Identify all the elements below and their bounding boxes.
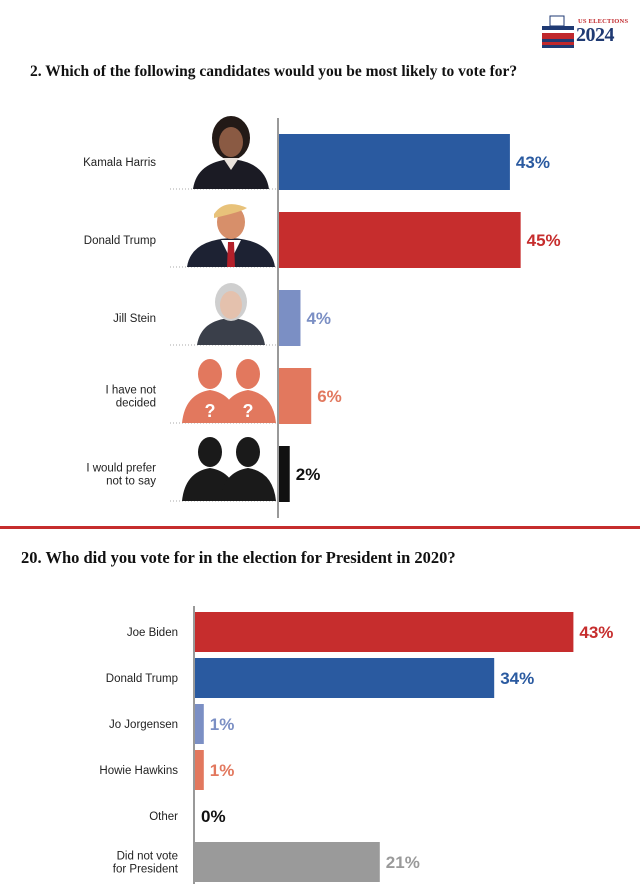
- bar-donald-trump: [195, 658, 495, 698]
- question-mark-glyph: ?: [243, 401, 254, 421]
- category-label-jo-jorgensen: Jo Jorgensen: [109, 719, 178, 731]
- bar-jill-stein: [279, 290, 301, 346]
- bar-joe-biden: [195, 612, 574, 652]
- category-label-i-have-not-decided: I have not: [105, 385, 156, 397]
- value-label-jill-stein: 4%: [306, 309, 331, 328]
- value-label-donald-trump: 34%: [500, 669, 534, 688]
- logo-caption: US ELECTIONS: [578, 18, 629, 25]
- prefer-not-silhouette-icon: [182, 437, 276, 501]
- category-label-jill-stein: Jill Stein: [113, 313, 156, 325]
- kamala-harris-photo: [193, 116, 269, 189]
- category-label-i-have-not-decided: decided: [116, 398, 156, 410]
- bar-donald-trump: [279, 212, 521, 268]
- category-label-i-would-prefer-not-to-say: I would prefer: [86, 463, 156, 475]
- category-label-other: Other: [149, 811, 178, 823]
- value-label-other: 0%: [201, 807, 226, 826]
- bar-howie-hawkins: [195, 750, 204, 790]
- bar-i-have-not-decided: [279, 368, 312, 424]
- bar-did-not-vote-for-president: [195, 842, 380, 882]
- bar-i-would-prefer-not-to-say: [279, 446, 290, 502]
- category-label-did-not-vote-for-president: for President: [113, 864, 179, 876]
- value-label-did-not-vote-for-president: 21%: [386, 853, 420, 872]
- value-label-joe-biden: 43%: [579, 623, 613, 642]
- category-label-donald-trump: Donald Trump: [84, 235, 156, 247]
- bar-kamala-harris: [279, 134, 510, 190]
- ballot-box-flag-icon: [542, 15, 574, 48]
- jill-stein-photo: [197, 283, 265, 345]
- value-label-kamala-harris: 43%: [516, 153, 550, 172]
- question-2-title: 2. Which of the following candidates wou…: [30, 63, 518, 80]
- bar-jo-jorgensen: [195, 704, 204, 744]
- section-divider: [0, 526, 640, 529]
- category-label-howie-hawkins: Howie Hawkins: [99, 765, 178, 777]
- undecided-silhouette-icon: ??: [182, 359, 276, 423]
- value-label-i-would-prefer-not-to-say: 2%: [296, 465, 321, 484]
- value-label-i-have-not-decided: 6%: [317, 387, 342, 406]
- question-mark-glyph: ?: [205, 401, 216, 421]
- us-elections-2024-logo: US ELECTIONS 2024: [540, 14, 632, 50]
- category-label-did-not-vote-for-president: Did not vote: [117, 851, 178, 863]
- donald-trump-photo: [187, 204, 275, 267]
- value-label-howie-hawkins: 1%: [210, 761, 235, 780]
- logo-year: 2024: [576, 24, 615, 46]
- question-20-title: 20. Who did you vote for in the election…: [21, 548, 456, 567]
- category-label-donald-trump: Donald Trump: [106, 673, 178, 685]
- category-label-i-would-prefer-not-to-say: not to say: [106, 476, 156, 488]
- category-label-joe-biden: Joe Biden: [127, 627, 178, 639]
- value-label-donald-trump: 45%: [527, 231, 561, 250]
- value-label-jo-jorgensen: 1%: [210, 715, 235, 734]
- category-label-kamala-harris: Kamala Harris: [83, 157, 156, 169]
